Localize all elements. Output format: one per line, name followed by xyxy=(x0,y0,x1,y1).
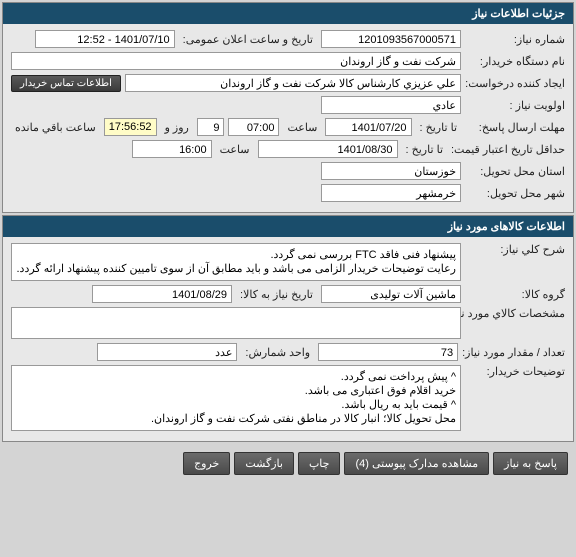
back-button[interactable]: بازگشت xyxy=(234,452,294,475)
need-number-value: 1201093567000571 xyxy=(321,30,461,48)
city-value: خرمشهر xyxy=(321,184,461,202)
row-desc: شرح كلي نیاز: پیشنهاد فنی فاقد FTC بررسی… xyxy=(11,243,565,281)
row-group: گروه کالا: ماشین آلات تولیدی تاریخ نیاز … xyxy=(11,285,565,303)
goods-info-panel: اطلاعات کالاهای مورد نیاز شرح كلي نیاز: … xyxy=(2,215,574,442)
announce-value: 1401/07/10 - 12:52 xyxy=(35,30,175,48)
remaining-time: 17:56:52 xyxy=(104,118,157,136)
row-spec: مشخصات کالاي مورد نیاز: xyxy=(11,307,565,339)
exit-button[interactable]: خروج xyxy=(183,452,230,475)
row-requester: ایجاد کننده درخواست: علي عزيزي كارشناس ك… xyxy=(11,74,565,92)
days-value: 9 xyxy=(197,118,225,136)
row-qty: تعداد / مقدار مورد نیاز: 73 واحد شمارش: … xyxy=(11,343,565,361)
until-label-2: تا تاريخ : xyxy=(402,143,447,156)
buyer-notes-value: ^ پیش پرداخت نمی گردد. خرید اقلام فوق اع… xyxy=(11,365,461,431)
reply-date: 1401/07/20 xyxy=(325,118,411,136)
reply-deadline-label: مهلت ارسال پاسخ: xyxy=(465,121,565,134)
buyer-notes-label: توضیحات خریدار: xyxy=(465,365,565,378)
section2-body: شرح كلي نیاز: پیشنهاد فنی فاقد FTC بررسی… xyxy=(3,237,573,441)
announce-label: تاریخ و ساعت اعلان عمومی: xyxy=(179,33,317,46)
city-label: شهر محل تحویل: xyxy=(465,187,565,200)
section2-header: اطلاعات کالاهای مورد نیاز xyxy=(3,216,573,237)
group-label: گروه کالا: xyxy=(465,288,565,301)
section1-body: شماره نیاز: 1201093567000571 تاریخ و ساع… xyxy=(3,24,573,212)
group-value: ماشین آلات تولیدی xyxy=(321,285,461,303)
buyer-value: شرکت نفت و گاز اروندان xyxy=(11,52,461,70)
print-button[interactable]: چاپ xyxy=(298,452,341,475)
priority-label: اولویت نیاز : xyxy=(465,99,565,112)
province-value: خوزستان xyxy=(321,162,461,180)
row-need-number: شماره نیاز: 1201093567000571 تاریخ و ساع… xyxy=(11,30,565,48)
time-label-1: ساعت xyxy=(283,121,321,134)
requester-label: ایجاد کننده درخواست: xyxy=(465,77,565,90)
price-time: 16:00 xyxy=(132,140,212,158)
row-province: استان محل تحویل: خوزستان xyxy=(11,162,565,180)
until-label-1: تا تاريخ : xyxy=(416,121,461,134)
row-reply-deadline: مهلت ارسال پاسخ: تا تاريخ : 1401/07/20 س… xyxy=(11,118,565,136)
unit-value: عدد xyxy=(97,343,237,361)
need-date-label: تاریخ نیاز به کالا: xyxy=(236,288,317,301)
remaining-label: ساعت باقي مانده xyxy=(11,121,100,134)
row-city: شهر محل تحویل: خرمشهر xyxy=(11,184,565,202)
contact-buyer-button[interactable]: اطلاعات تماس خریدار xyxy=(11,75,121,92)
row-priority: اولویت نیاز : عادي xyxy=(11,96,565,114)
attachments-button[interactable]: مشاهده مدارک پیوستی (4) xyxy=(344,452,489,475)
row-buyer-notes: توضیحات خریدار: ^ پیش پرداخت نمی گردد. خ… xyxy=(11,365,565,431)
time-label-2: ساعت xyxy=(216,143,254,156)
section1-header: جزئیات اطلاعات نیاز xyxy=(3,3,573,24)
row-buyer: نام دستگاه خریدار: شرکت نفت و گاز اروندا… xyxy=(11,52,565,70)
requester-value: علي عزيزي كارشناس كالا شركت نفت و گاز ار… xyxy=(125,74,461,92)
buyer-label: نام دستگاه خریدار: xyxy=(465,55,565,68)
action-bar: پاسخ به نیاز مشاهده مدارک پیوستی (4) چاپ… xyxy=(0,448,576,479)
desc-label: شرح كلي نیاز: xyxy=(465,243,565,256)
price-date: 1401/08/30 xyxy=(258,140,398,158)
row-price-validity: حداقل تاریخ اعتبار قیمت: تا تاريخ : 1401… xyxy=(11,140,565,158)
need-details-panel: جزئیات اطلاعات نیاز شماره نیاز: 12010935… xyxy=(2,2,574,213)
need-date-value: 1401/08/29 xyxy=(92,285,232,303)
unit-label: واحد شمارش: xyxy=(241,346,314,359)
spec-label: مشخصات کالاي مورد نیاز: xyxy=(465,307,565,320)
price-validity-label: حداقل تاریخ اعتبار قیمت: xyxy=(451,143,565,156)
priority-value: عادي xyxy=(321,96,461,114)
reply-button[interactable]: پاسخ به نیاز xyxy=(493,452,568,475)
days-label: روز و xyxy=(161,121,193,134)
province-label: استان محل تحویل: xyxy=(465,165,565,178)
qty-label: تعداد / مقدار مورد نیاز: xyxy=(462,346,565,359)
need-number-label: شماره نیاز: xyxy=(465,33,565,46)
spec-value xyxy=(11,307,461,339)
reply-time: 07:00 xyxy=(228,118,279,136)
desc-value: پیشنهاد فنی فاقد FTC بررسی نمی گردد. رعا… xyxy=(11,243,461,281)
qty-value: 73 xyxy=(318,343,458,361)
